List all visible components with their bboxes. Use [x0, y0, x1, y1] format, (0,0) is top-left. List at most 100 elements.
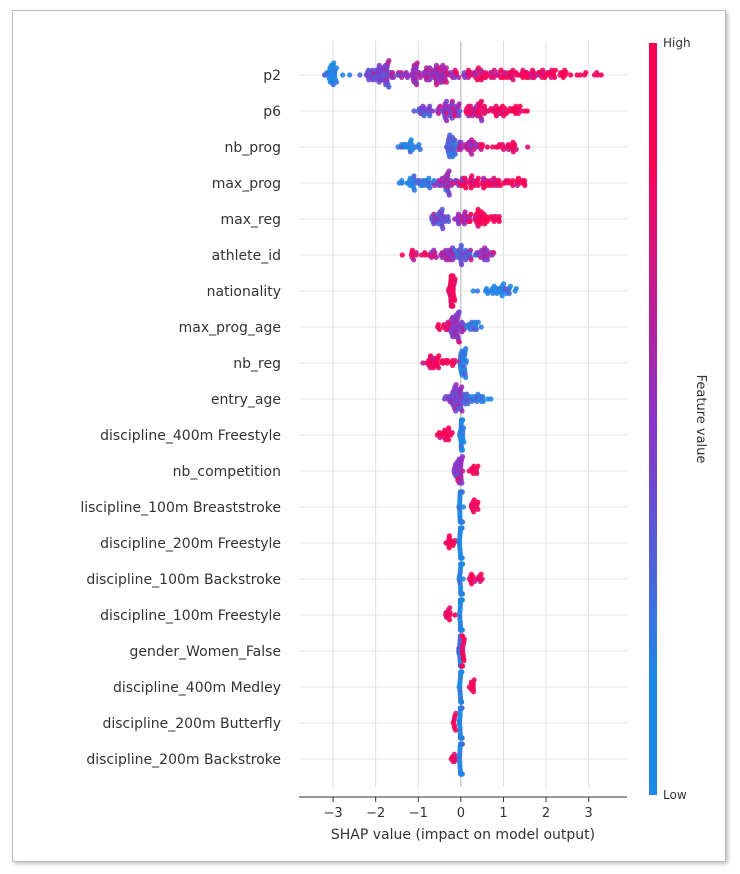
- shap-point: [510, 182, 516, 188]
- shap-point: [479, 142, 485, 148]
- shap-point: [470, 574, 476, 580]
- feature-label: discipline_400m Medley: [113, 680, 281, 696]
- shap-point: [469, 173, 475, 179]
- shap-point: [469, 151, 475, 157]
- shap-point: [577, 72, 584, 78]
- shap-point: [390, 70, 396, 76]
- shap-point: [461, 658, 467, 664]
- shap-point: [522, 182, 528, 188]
- shap-point: [517, 103, 523, 109]
- shap-point: [459, 480, 465, 486]
- shap-point: [513, 286, 519, 292]
- shap-point: [386, 58, 392, 64]
- feature-label: liscipline_100m Breaststroke: [80, 500, 281, 516]
- shap-point: [510, 77, 516, 83]
- shap-point: [484, 257, 490, 263]
- shap-point: [563, 70, 569, 76]
- shap-point: [399, 252, 405, 258]
- shap-point: [461, 221, 468, 227]
- shap-point: [478, 324, 484, 330]
- feature-label: discipline_400m Freestyle: [100, 428, 281, 444]
- feature-label: nationality: [207, 284, 281, 300]
- shap-point: [460, 519, 466, 525]
- shap-point: [435, 322, 442, 328]
- x-axis: −3 −2 −1 0 1 2 3: [299, 796, 627, 821]
- shap-point: [435, 365, 442, 371]
- shap-point: [471, 677, 477, 683]
- feature-label: max_prog_age: [179, 320, 281, 336]
- shap-point: [399, 180, 405, 186]
- x-tick-label: −2: [366, 806, 385, 821]
- shap-point: [522, 178, 528, 184]
- figure-frame: p2 p6 nb_prog max_prog max_reg athlete_id nati…: [12, 10, 726, 862]
- shap-point: [452, 298, 458, 304]
- shap-point: [524, 108, 530, 114]
- shap-point: [426, 175, 432, 181]
- shap-point: [427, 185, 433, 191]
- shap-point: [484, 247, 490, 253]
- shap-point: [443, 98, 450, 104]
- shap-point: [453, 382, 459, 388]
- shap-point: [474, 470, 480, 476]
- feature-label: nb_reg: [233, 356, 281, 372]
- feature-label: entry_age: [211, 392, 281, 408]
- shap-point: [460, 468, 466, 474]
- shap-point: [480, 398, 486, 404]
- shap-point: [459, 627, 465, 633]
- shap-point: [475, 463, 481, 469]
- shap-point: [403, 70, 409, 76]
- shap-point: [452, 276, 458, 282]
- shap-point: [432, 250, 438, 256]
- shap-point: [471, 497, 477, 503]
- shap-point: [459, 525, 465, 531]
- shap-point: [461, 439, 467, 445]
- shap-point: [515, 175, 522, 181]
- shap-point: [456, 339, 462, 345]
- shap-point: [440, 226, 446, 232]
- shap-point: [443, 65, 449, 71]
- shap-point: [452, 538, 458, 544]
- shap-point: [512, 142, 518, 148]
- shap-point: [340, 72, 346, 78]
- shap-point: [463, 374, 469, 380]
- shap-point: [453, 70, 460, 76]
- shap-point: [459, 771, 465, 777]
- shap-point: [459, 384, 465, 390]
- shap-point: [460, 504, 466, 510]
- shap-point: [491, 67, 497, 73]
- shap-point: [488, 396, 494, 402]
- shap-beeswarm-chart: p2 p6 nb_prog max_prog max_reg athlete_idnati…: [80, 36, 708, 843]
- shap-point: [475, 499, 481, 505]
- shap-point: [331, 60, 337, 66]
- shap-point: [437, 103, 443, 109]
- colorbar-gradient: [649, 43, 657, 795]
- feature-label: max_prog: [212, 176, 281, 192]
- shap-point: [510, 178, 516, 184]
- shap-point: [470, 689, 477, 695]
- x-tick-label: 1: [499, 806, 507, 821]
- shap-point: [460, 561, 466, 567]
- dots: [322, 58, 604, 777]
- shap-point: [427, 103, 433, 109]
- shap-point: [456, 113, 462, 119]
- shap-point: [459, 663, 466, 669]
- shap-point: [439, 206, 445, 212]
- shap-point: [460, 425, 467, 431]
- shap-point: [598, 72, 604, 78]
- shap-point: [475, 182, 481, 188]
- shap-point: [446, 192, 452, 198]
- shap-point: [490, 144, 496, 150]
- feature-label: discipline_200m Backstroke: [86, 752, 281, 768]
- shap-point: [333, 65, 340, 71]
- shap-point: [483, 214, 489, 220]
- shap-point: [465, 401, 471, 407]
- colorbar-low-label: Low: [663, 788, 687, 802]
- shap-point: [446, 545, 452, 551]
- shap-point: [460, 576, 466, 582]
- shap-point: [457, 108, 463, 114]
- shap-point: [437, 326, 443, 332]
- shap-point: [496, 214, 502, 220]
- shap-point: [409, 247, 415, 253]
- shap-point: [449, 98, 455, 104]
- shap-point: [496, 178, 502, 184]
